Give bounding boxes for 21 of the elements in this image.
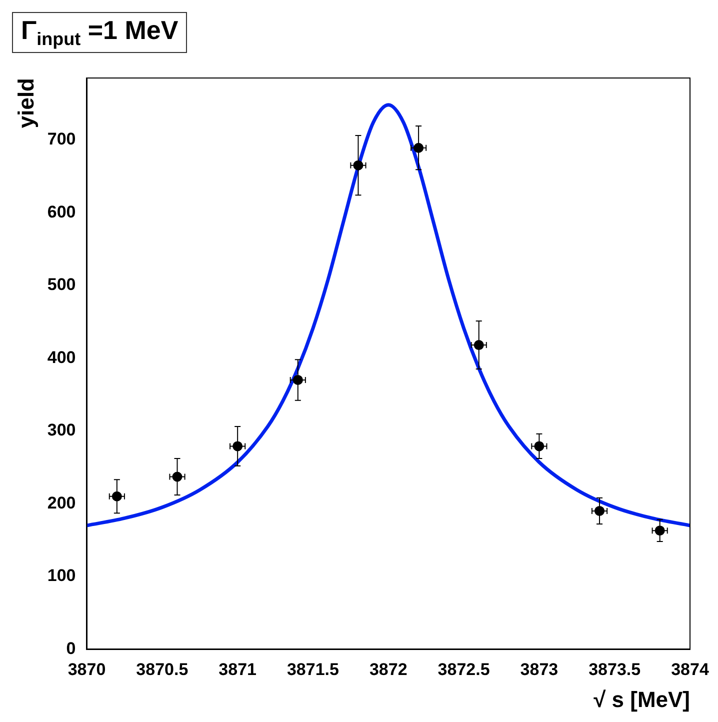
- x-tick-label: 3871.5: [286, 660, 339, 680]
- x-tick-label: 3873: [520, 660, 558, 680]
- y-tick-label: 100: [47, 566, 76, 586]
- line-series: [86, 103, 690, 528]
- y-tick-label: 400: [47, 348, 76, 367]
- x-tick-label: 3870: [68, 660, 106, 680]
- x-tick-label: 3874: [671, 660, 710, 680]
- y-axis-title: yield: [13, 78, 38, 128]
- y-tick-label: 600: [47, 202, 76, 222]
- y-tick-label: 0: [66, 638, 76, 658]
- chart-title: Γ$_{input}$ =1 MeV: [12, 12, 188, 54]
- y-tick-label: 200: [47, 493, 76, 512]
- x-tick-label: 3872: [369, 660, 408, 680]
- y-tick-label: 700: [47, 130, 76, 149]
- x-axis-title: √ s [MeV]: [594, 686, 690, 712]
- x-tick-label: 3873.5: [588, 660, 641, 680]
- y-tick-label: 300: [47, 420, 76, 440]
- x-tick-label: 3871: [218, 660, 256, 680]
- x-tick-label: 3870.5: [136, 660, 188, 680]
- y-tick-label: 500: [47, 275, 76, 294]
- x-tick-label: 3872.5: [438, 660, 490, 680]
